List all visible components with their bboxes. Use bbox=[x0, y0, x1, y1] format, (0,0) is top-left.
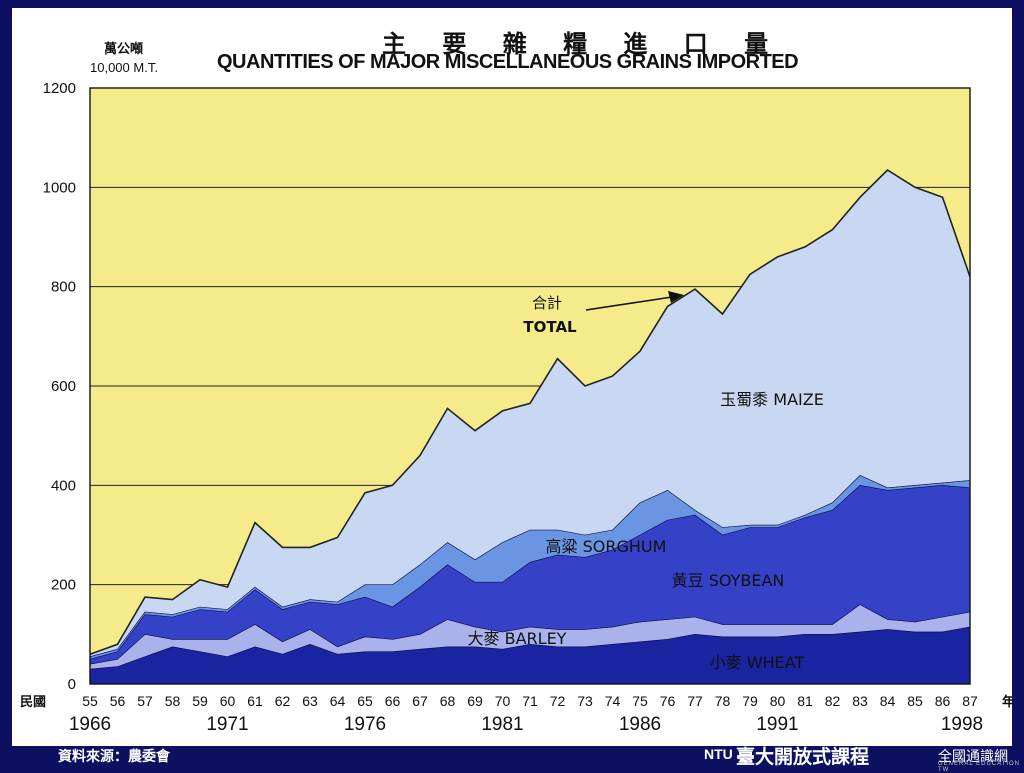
ntu-logo-icon: NTU bbox=[704, 746, 733, 762]
x-tick-label-78: 78 bbox=[715, 693, 731, 709]
chart-title-zh: 主 要 雜 糧 進 口 量 bbox=[382, 29, 783, 58]
x-tick-label-68: 68 bbox=[440, 693, 456, 709]
x-tick-label-79: 79 bbox=[742, 693, 758, 709]
x-tick-label-55: 55 bbox=[82, 693, 98, 709]
x-tick-label-80: 80 bbox=[770, 693, 786, 709]
x-tick-label-87: 87 bbox=[962, 693, 978, 709]
y-unit-en: 10,000 M.T. bbox=[90, 60, 158, 75]
x-tick-label-86: 86 bbox=[935, 693, 951, 709]
year-label-1986: 1986 bbox=[619, 714, 661, 735]
x-tick-label-76: 76 bbox=[660, 693, 676, 709]
year-label-1991: 1991 bbox=[756, 714, 798, 735]
x-tick-label-74: 74 bbox=[605, 693, 621, 709]
y-unit-zh: 萬公噸 bbox=[104, 41, 144, 56]
x-tick-label-84: 84 bbox=[880, 693, 896, 709]
annotation-sorghum: 高粱 SORGHUM bbox=[546, 537, 667, 556]
chart-title-en: QUANTITIES OF MAJOR MISCELLANEOUS GRAINS… bbox=[217, 51, 799, 73]
x-tick-label-71: 71 bbox=[522, 693, 538, 709]
y-tick-label-1000: 1000 bbox=[43, 179, 76, 196]
year-label-1971: 1971 bbox=[206, 714, 248, 735]
source-credit: 資料來源：農委會 bbox=[58, 749, 170, 765]
year-label-1998: 1998 bbox=[941, 714, 983, 735]
y-tick-label-200: 200 bbox=[51, 577, 76, 594]
x-tick-label-60: 60 bbox=[220, 693, 236, 709]
x-tick-label-73: 73 bbox=[577, 693, 593, 709]
x-tick-label-64: 64 bbox=[330, 693, 346, 709]
x-tick-label-59: 59 bbox=[192, 693, 208, 709]
chart-slide: 主 要 雜 糧 進 口 量 QUANTITIES OF MAJOR MISCEL… bbox=[12, 8, 1012, 746]
x-tick-label-56: 56 bbox=[110, 693, 126, 709]
x-prefix-label: 民國 bbox=[20, 695, 46, 710]
annotation-total-zh: 合計 bbox=[532, 294, 562, 312]
x-tick-label-67: 67 bbox=[412, 693, 428, 709]
y-tick-label-600: 600 bbox=[51, 378, 76, 395]
y-tick-label-1200: 1200 bbox=[43, 80, 76, 97]
x-tick-label-85: 85 bbox=[907, 693, 923, 709]
y-tick-label-800: 800 bbox=[51, 279, 76, 296]
x-tick-label-61: 61 bbox=[247, 693, 263, 709]
x-tick-label-75: 75 bbox=[632, 693, 648, 709]
annotation-maize: 玉蜀黍 MAIZE bbox=[720, 390, 824, 409]
y-tick-label-0: 0 bbox=[68, 676, 76, 693]
annotation-barley: 大麥 BARLEY bbox=[468, 629, 567, 648]
plot-frame bbox=[89, 87, 971, 685]
x-tick-label-57: 57 bbox=[137, 693, 153, 709]
x-tick-label-66: 66 bbox=[385, 693, 401, 709]
year-label-1976: 1976 bbox=[344, 714, 386, 735]
footer-bar: 資料來源：農委會 NTU 臺大開放式課程 全國通識網 GENERAL EDUCA… bbox=[0, 746, 1024, 773]
x-suffix-label: 年 bbox=[1002, 694, 1012, 710]
x-tick-label-72: 72 bbox=[550, 693, 566, 709]
year-label-1981: 1981 bbox=[481, 714, 523, 735]
x-tick-label-65: 65 bbox=[357, 693, 373, 709]
x-tick-label-70: 70 bbox=[495, 693, 511, 709]
x-tick-label-77: 77 bbox=[687, 693, 703, 709]
annotation-total-arrowhead bbox=[668, 291, 684, 303]
x-tick-label-69: 69 bbox=[467, 693, 483, 709]
x-tick-label-63: 63 bbox=[302, 693, 318, 709]
network-logo: 全國通識網 bbox=[938, 748, 1008, 764]
x-tick-label-62: 62 bbox=[275, 693, 291, 709]
total-line bbox=[89, 168, 971, 655]
x-tick-label-83: 83 bbox=[852, 693, 868, 709]
year-label-1966: 1966 bbox=[69, 714, 111, 735]
y-tick-label-400: 400 bbox=[51, 477, 76, 494]
x-tick-label-82: 82 bbox=[825, 693, 841, 709]
stacked-area-chart: 0 200 400 600 800 1000 1200 55 56 57 58 59 60 61 62 63 6… bbox=[20, 80, 1012, 735]
network-logo-sub: GENERAL EDUCATION TW bbox=[938, 761, 1021, 773]
annotation-soybean: 黃豆 SOYBEAN bbox=[672, 571, 785, 590]
x-tick-label-58: 58 bbox=[165, 693, 181, 709]
x-tick-label-81: 81 bbox=[797, 693, 813, 709]
annotation-wheat: 小麥 WHEAT bbox=[710, 653, 805, 672]
annotation-total-arrow-shaft bbox=[585, 296, 673, 311]
ntu-opencourse-logo: 臺大開放式課程 bbox=[736, 746, 870, 768]
annotation-total-en: TOTAL bbox=[523, 318, 577, 336]
